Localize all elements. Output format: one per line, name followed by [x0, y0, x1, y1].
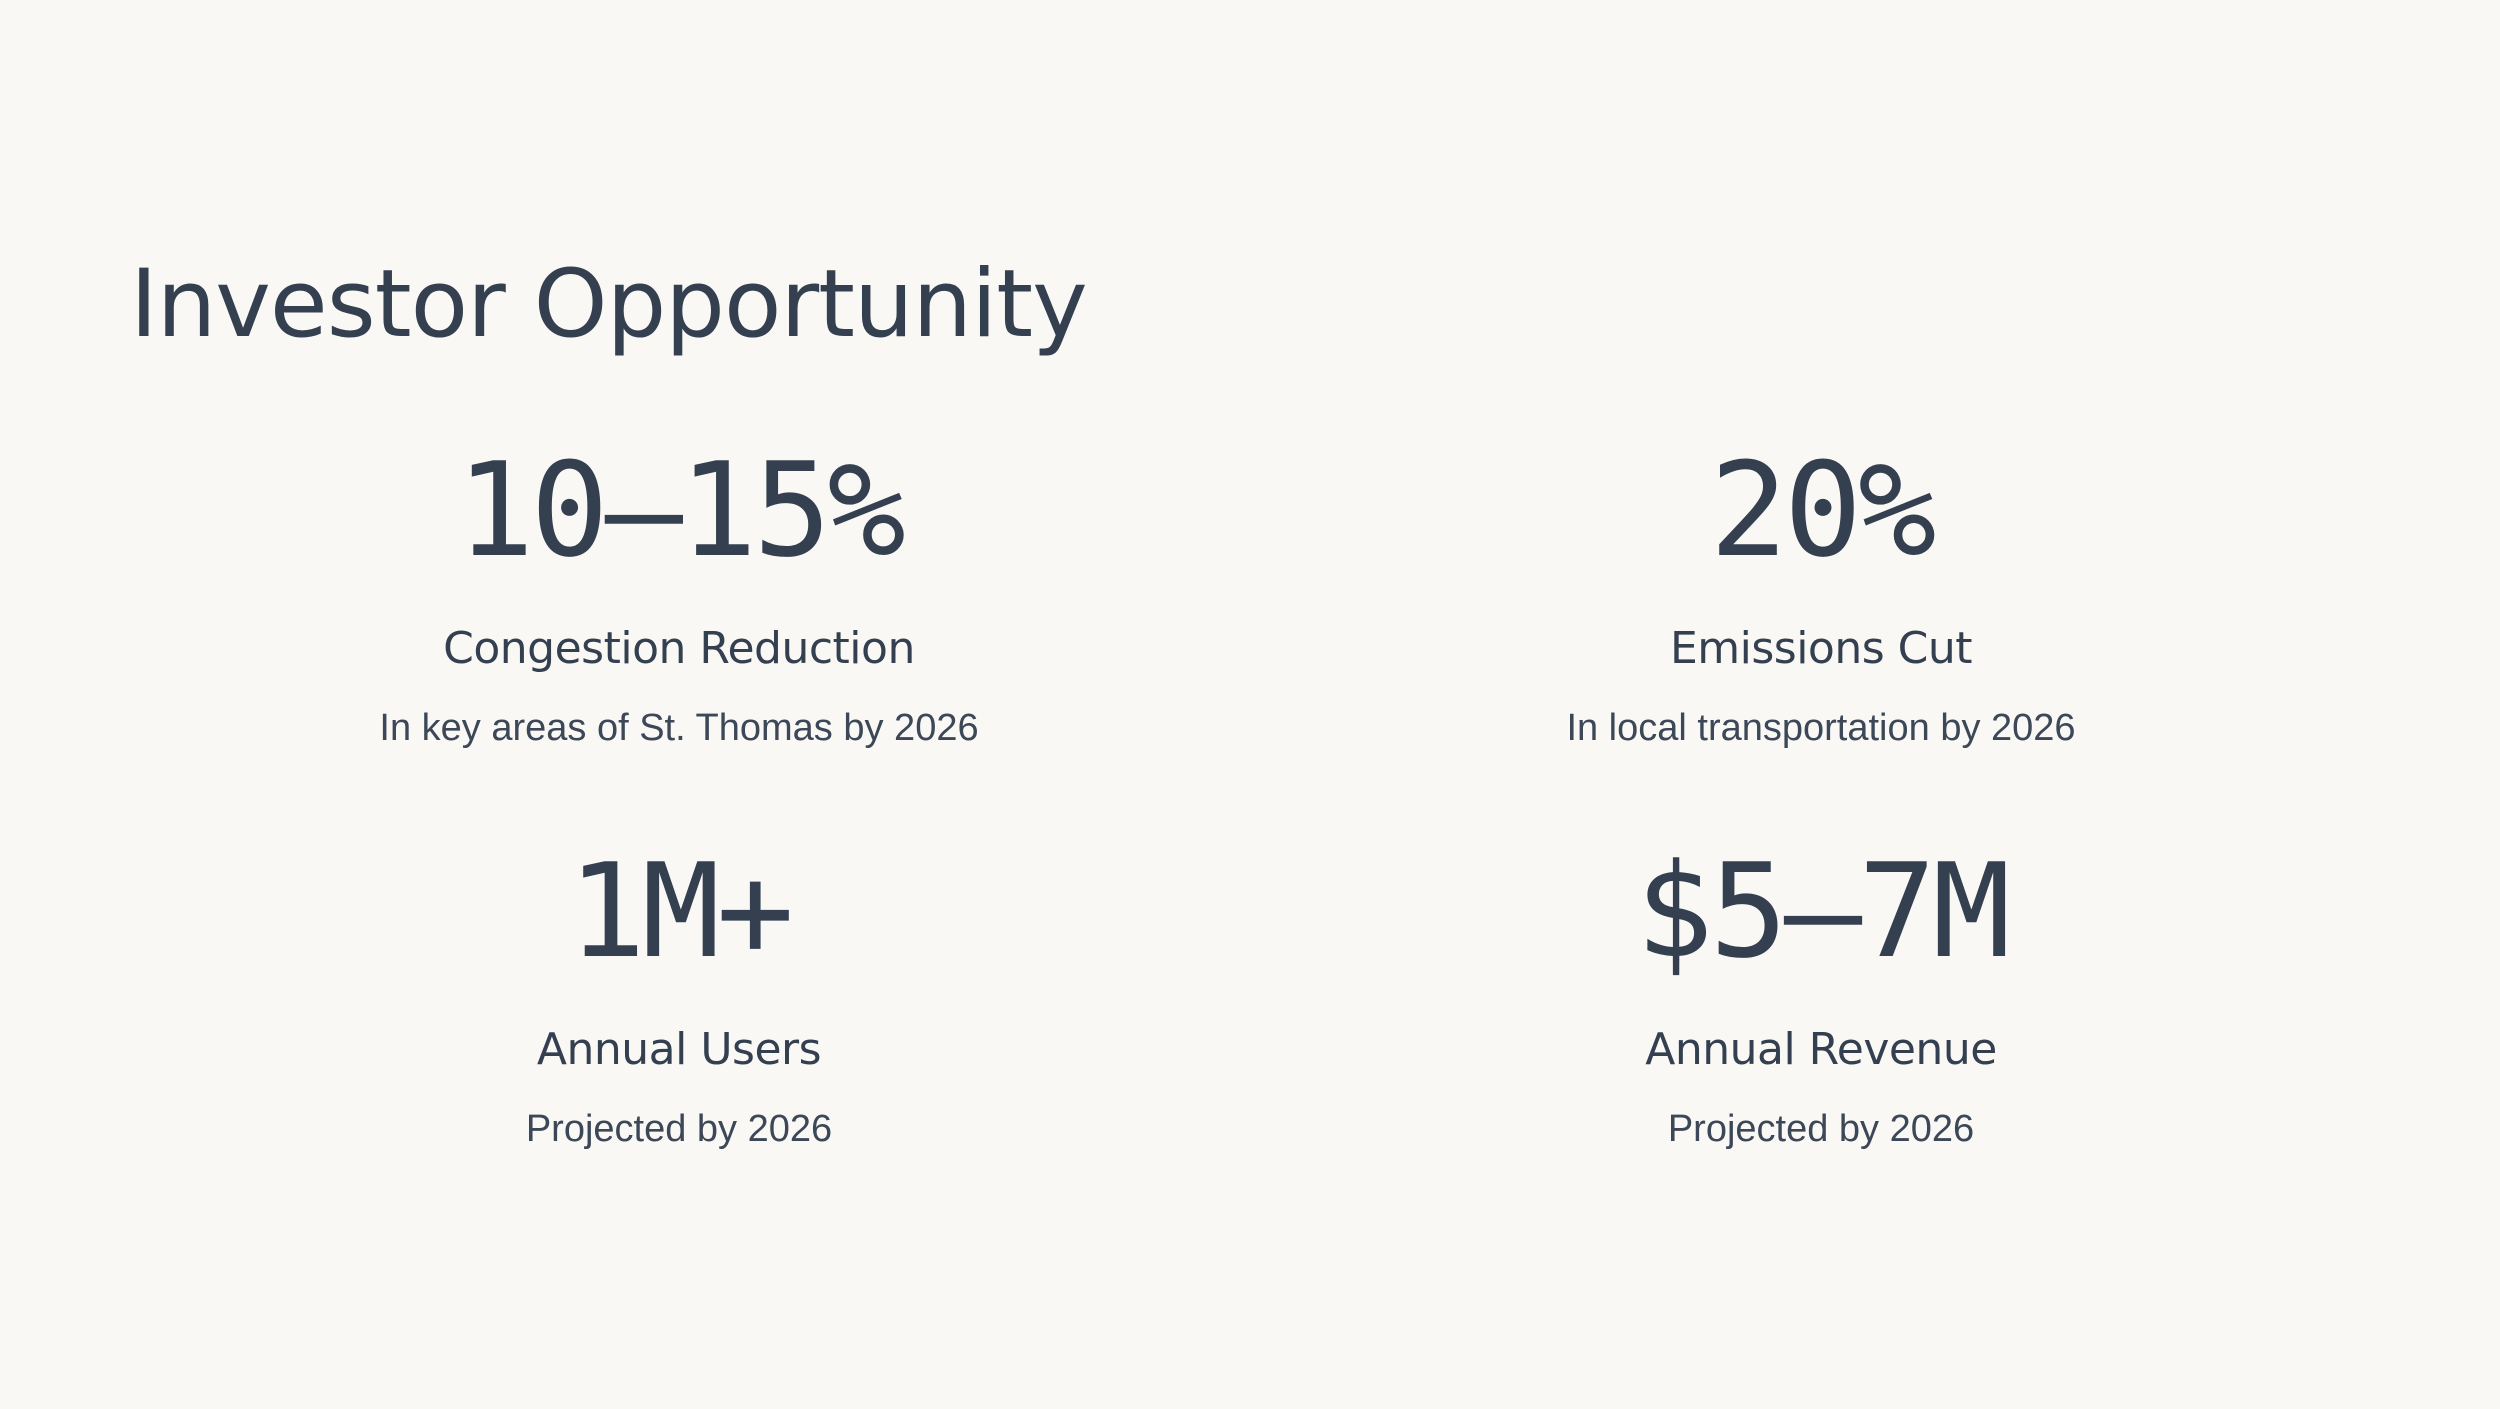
stat-value: $5–7M [1635, 835, 2010, 987]
stat-label: Annual Users [536, 1024, 822, 1075]
stat-annual-revenue: $5–7M Annual Revenue Projected by 2026 [1321, 846, 2321, 1148]
stat-description: Projected by 2026 [525, 1108, 833, 1150]
stat-label: Annual Revenue [1645, 1024, 1997, 1075]
stat-label: Congestion Reduction [443, 623, 915, 674]
stat-value: 20% [1709, 434, 1937, 586]
stat-emissions-cut: 20% Emissions Cut In local transportatio… [1321, 445, 2321, 747]
stat-annual-users: 1M+ Annual Users Projected by 2026 [179, 846, 1179, 1148]
stat-congestion-reduction: 10–15% Congestion Reduction In key areas… [179, 445, 1179, 747]
stat-value: 10–15% [456, 434, 906, 586]
stat-value: 1M+ [567, 835, 795, 987]
stat-label: Emissions Cut [1669, 623, 1973, 674]
slide-title: Investor Opportunity [130, 250, 1088, 359]
stat-description: In local transportation by 2026 [1566, 707, 2076, 749]
stat-description: Projected by 2026 [1667, 1108, 1975, 1150]
stat-description: In key areas of St. Thomas by 2026 [379, 707, 979, 749]
